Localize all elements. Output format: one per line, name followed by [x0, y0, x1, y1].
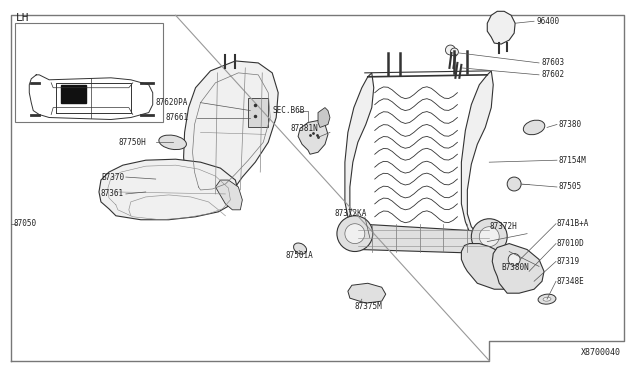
Ellipse shape [159, 135, 186, 150]
Polygon shape [487, 11, 515, 44]
Polygon shape [345, 73, 374, 237]
Ellipse shape [538, 294, 556, 304]
Polygon shape [184, 61, 278, 199]
Bar [15, 23, 163, 122]
Polygon shape [355, 224, 497, 253]
Circle shape [507, 177, 521, 191]
Text: 87348E: 87348E [557, 277, 585, 286]
Text: B7380N: B7380N [501, 263, 529, 272]
Text: 87050: 87050 [13, 219, 36, 228]
Text: SEC.B6B: SEC.B6B [272, 106, 305, 115]
Text: 87372KA: 87372KA [335, 209, 367, 218]
Polygon shape [298, 121, 328, 154]
Text: 87010D: 87010D [557, 239, 585, 248]
Text: LH: LH [17, 13, 30, 23]
Text: 87381N: 87381N [290, 124, 318, 133]
Ellipse shape [294, 243, 307, 254]
Text: 87501A: 87501A [285, 251, 313, 260]
Circle shape [445, 45, 456, 55]
Text: 87602: 87602 [541, 70, 564, 79]
Circle shape [337, 216, 372, 251]
Polygon shape [492, 244, 544, 293]
Polygon shape [216, 180, 243, 210]
Polygon shape [99, 159, 238, 220]
Text: 87661: 87661 [166, 113, 189, 122]
Polygon shape [461, 71, 493, 240]
Circle shape [479, 227, 499, 247]
Polygon shape [318, 108, 330, 128]
Circle shape [345, 224, 365, 244]
Text: 87154M: 87154M [559, 156, 587, 165]
Text: 87750H: 87750H [119, 138, 147, 147]
Polygon shape [461, 244, 524, 289]
Ellipse shape [543, 297, 551, 301]
Circle shape [471, 219, 507, 254]
Text: 87603: 87603 [541, 58, 564, 67]
Ellipse shape [524, 120, 545, 135]
Bar [61, 85, 86, 103]
Circle shape [508, 253, 520, 265]
Text: 87380: 87380 [559, 120, 582, 129]
Text: 96400: 96400 [536, 17, 559, 26]
Text: B7370: B7370 [101, 173, 124, 182]
Text: 87372H: 87372H [489, 222, 517, 231]
Text: 87319: 87319 [557, 257, 580, 266]
Text: 87505: 87505 [559, 183, 582, 192]
Text: 87361: 87361 [101, 189, 124, 198]
Polygon shape [348, 283, 386, 303]
Text: 87620PA: 87620PA [156, 98, 188, 107]
Circle shape [451, 48, 458, 56]
Bar [248, 98, 268, 128]
Text: X8700040: X8700040 [580, 348, 621, 357]
Text: 8741B+A: 8741B+A [557, 219, 589, 228]
Text: 87375M: 87375M [355, 302, 383, 311]
